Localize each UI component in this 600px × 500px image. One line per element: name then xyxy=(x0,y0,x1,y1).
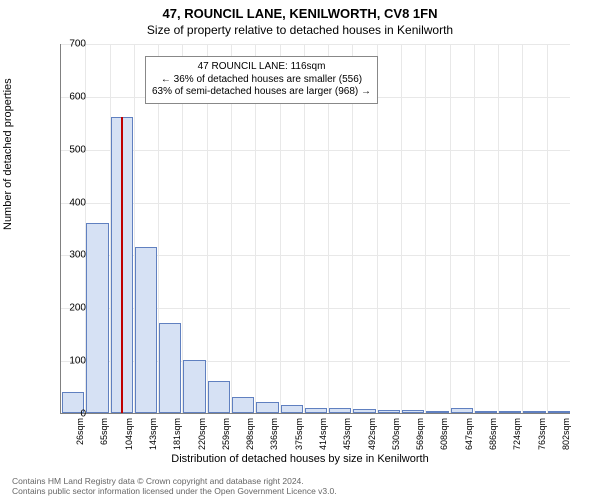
histogram-bar xyxy=(353,409,375,413)
info-line-2: ← 36% of detached houses are smaller (55… xyxy=(152,74,371,87)
y-axis-label: Number of detached properties xyxy=(2,78,14,230)
y-tick-label: 700 xyxy=(46,39,86,50)
x-tick-label: 336sqm xyxy=(269,418,279,458)
x-tick-label: 143sqm xyxy=(148,418,158,458)
histogram-bar xyxy=(402,410,424,413)
x-axis-label: Distribution of detached houses by size … xyxy=(0,453,600,465)
x-tick-label: 298sqm xyxy=(245,418,255,458)
histogram-bar xyxy=(208,381,230,413)
histogram-bar xyxy=(378,410,400,413)
y-tick-label: 300 xyxy=(46,250,86,261)
gridline-v xyxy=(425,44,426,413)
gridline-v xyxy=(474,44,475,413)
info-line-1: 47 ROUNCIL LANE: 116sqm xyxy=(152,61,371,74)
x-tick-label: 647sqm xyxy=(464,418,474,458)
title-line-2: Size of property relative to detached ho… xyxy=(0,21,600,37)
gridline-h xyxy=(61,44,570,45)
histogram-bar xyxy=(135,247,157,414)
histogram-bar xyxy=(183,360,205,413)
x-tick-label: 763sqm xyxy=(537,418,547,458)
x-tick-label: 686sqm xyxy=(488,418,498,458)
histogram-bar xyxy=(281,405,303,413)
x-tick-label: 802sqm xyxy=(561,418,571,458)
histogram-bar xyxy=(305,408,327,413)
y-tick-label: 600 xyxy=(46,91,86,102)
y-tick-label: 200 xyxy=(46,303,86,314)
property-marker-line xyxy=(121,117,123,413)
histogram-bar xyxy=(499,411,521,413)
x-tick-label: 375sqm xyxy=(294,418,304,458)
gridline-v xyxy=(401,44,402,413)
chart-area: 47 ROUNCIL LANE: 116sqm ← 36% of detache… xyxy=(60,44,570,414)
title-line-1: 47, ROUNCIL LANE, KENILWORTH, CV8 1FN xyxy=(0,0,600,21)
histogram-bar xyxy=(232,397,254,413)
chart-container: 47, ROUNCIL LANE, KENILWORTH, CV8 1FN Si… xyxy=(0,0,600,500)
x-tick-label: 26sqm xyxy=(75,418,85,458)
footer-line-2: Contains public sector information licen… xyxy=(12,486,337,496)
info-line-3: 63% of semi-detached houses are larger (… xyxy=(152,86,371,99)
x-tick-label: 104sqm xyxy=(124,418,134,458)
histogram-bar xyxy=(256,402,278,413)
histogram-bar xyxy=(475,411,497,413)
histogram-bar xyxy=(86,223,108,413)
y-tick-label: 400 xyxy=(46,197,86,208)
gridline-v xyxy=(547,44,548,413)
x-tick-label: 724sqm xyxy=(512,418,522,458)
x-tick-label: 259sqm xyxy=(221,418,231,458)
x-tick-label: 492sqm xyxy=(367,418,377,458)
histogram-bar xyxy=(548,411,570,413)
gridline-v xyxy=(450,44,451,413)
histogram-bar xyxy=(451,408,473,413)
x-tick-label: 608sqm xyxy=(439,418,449,458)
histogram-bar xyxy=(329,408,351,413)
footer: Contains HM Land Registry data © Crown c… xyxy=(12,476,337,496)
gridline-v xyxy=(522,44,523,413)
y-tick-label: 500 xyxy=(46,144,86,155)
x-tick-label: 569sqm xyxy=(415,418,425,458)
footer-line-1: Contains HM Land Registry data © Crown c… xyxy=(12,476,337,486)
gridline-h xyxy=(61,203,570,204)
x-tick-label: 181sqm xyxy=(172,418,182,458)
gridline-v xyxy=(498,44,499,413)
x-tick-label: 65sqm xyxy=(99,418,109,458)
histogram-bar xyxy=(523,411,545,413)
x-tick-label: 453sqm xyxy=(342,418,352,458)
x-tick-label: 414sqm xyxy=(318,418,328,458)
x-tick-label: 220sqm xyxy=(197,418,207,458)
y-tick-label: 100 xyxy=(46,356,86,367)
gridline-h xyxy=(61,150,570,151)
info-box: 47 ROUNCIL LANE: 116sqm ← 36% of detache… xyxy=(145,56,378,104)
histogram-bar xyxy=(426,411,448,413)
histogram-bar xyxy=(159,323,181,413)
x-tick-label: 530sqm xyxy=(391,418,401,458)
